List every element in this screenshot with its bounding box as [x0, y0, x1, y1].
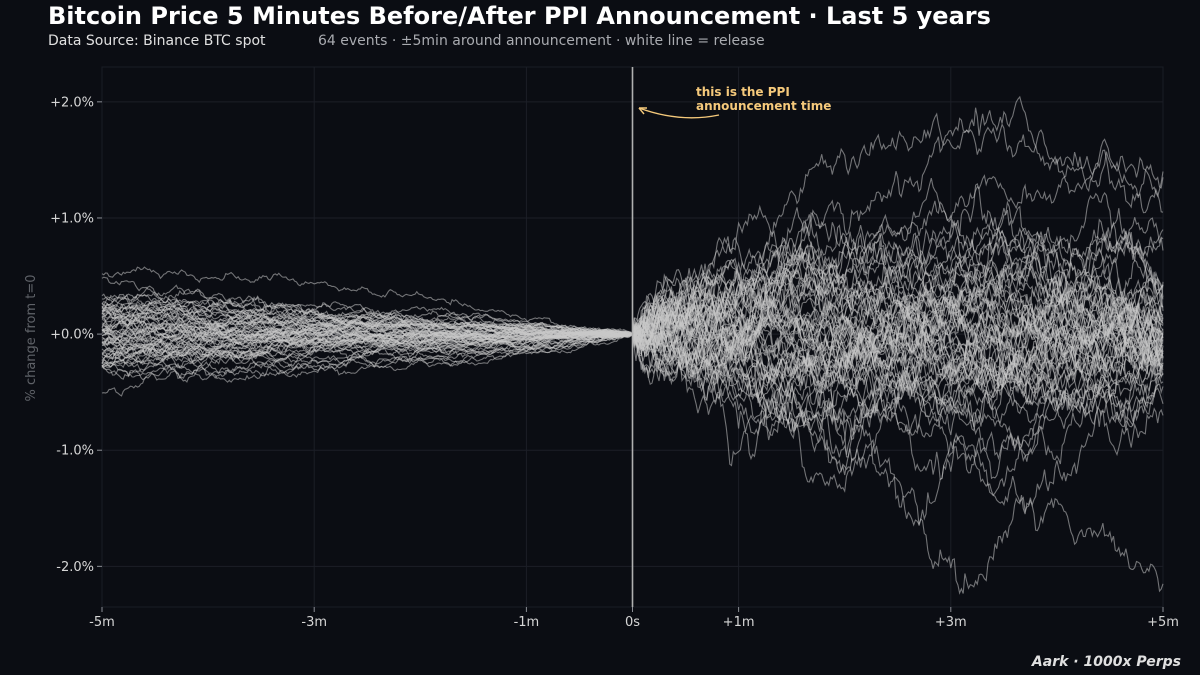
y-tick-label: +2.0% [50, 95, 94, 110]
x-tick-label: -3m [301, 615, 327, 630]
x-tick-label: -1m [514, 615, 540, 630]
x-tick-label: +1m [723, 615, 755, 630]
annotation-arrowhead [638, 107, 647, 115]
axes: +2.0% +1.0% +0.0% -1.0% -2.0% -5m -3m -1m 0s +1m +… [50, 95, 1179, 630]
annotation-arrow [638, 107, 720, 119]
x-tick-label: -5m [89, 615, 115, 630]
data-source: Data Source: Binance BTC spot [48, 33, 266, 49]
y-tick-label: +0.0% [50, 328, 94, 343]
y-tick-label: -1.0% [56, 444, 94, 459]
y-tick-label: +1.0% [50, 211, 94, 226]
x-tick-label: +5m [1147, 615, 1179, 630]
annotation: this is the PPI announcement time [638, 85, 831, 119]
y-tick-label: -2.0% [56, 560, 94, 575]
annotation-line-1: this is the PPI [696, 85, 790, 99]
y-axis-label: % change from t=0 [24, 274, 39, 401]
branding: Aark · 1000x Perps [1031, 654, 1181, 670]
x-tick-label: 0s [625, 615, 640, 630]
chart-title: Bitcoin Price 5 Minutes Before/After PPI… [48, 2, 991, 30]
annotation-line-2: announcement time [696, 99, 831, 113]
chart-subtitle: 64 events · ±5min around announcement · … [318, 33, 765, 49]
x-tick-label: +3m [935, 615, 967, 630]
